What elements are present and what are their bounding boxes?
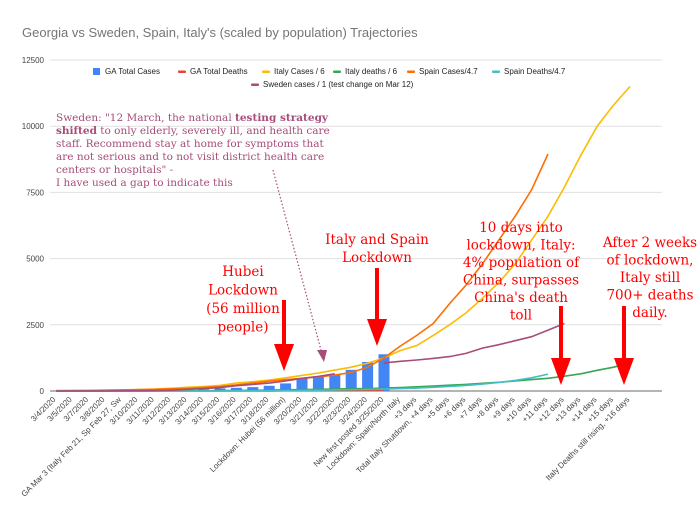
two-weeks-note-line: of lockdown,	[607, 253, 694, 269]
two-weeks-note-line: daily.	[632, 305, 667, 321]
y-tick-label: 12500	[22, 56, 45, 65]
line-series	[55, 85, 631, 392]
ten-days-arrow-head	[551, 358, 571, 385]
ten-days-note-line: lockdown, Italy:	[466, 238, 575, 254]
two-weeks-arrow-shaft	[622, 306, 626, 359]
legend-swatch	[251, 83, 259, 86]
sweden-note-span: I have used a gap to indicate this	[56, 177, 233, 189]
legend-label: Spain Deaths/4.7	[504, 67, 566, 76]
legend-swatch	[333, 70, 341, 73]
sweden-note-span: are not serious and to not visit distric…	[56, 151, 324, 163]
italy-spain-note-line: Italy and Spain	[325, 232, 429, 248]
legend-label: GA Total Cases	[105, 67, 160, 76]
ten-days-arrow-shaft	[559, 306, 563, 359]
y-tick-label: 10000	[22, 122, 45, 131]
sweden-note-line: Sweden: "12 March, the national testing …	[56, 112, 329, 124]
legend-swatch	[492, 70, 500, 73]
bar	[247, 387, 259, 391]
series-line	[383, 322, 565, 364]
dotted-arrow-line	[272, 169, 322, 351]
sweden-note-span: centers or hospitals" -	[56, 164, 174, 176]
sweden-note-line: shifted to only elderly, severely ill, a…	[56, 125, 330, 137]
ten-days-note-line: 4% population of	[463, 255, 580, 271]
legend-swatch	[262, 70, 270, 73]
bar	[312, 376, 324, 391]
hubei-note-line: people)	[218, 320, 269, 336]
two-weeks-note-line: 700+ deaths	[606, 288, 693, 304]
series-line	[56, 362, 631, 392]
legend-label: Sweden cases / 1 (test change on Mar 12)	[263, 80, 414, 89]
hubei-note-line: Lockdown	[208, 283, 278, 299]
two-weeks-note-line: After 2 weeks	[602, 235, 697, 251]
sweden-note-span: staff. Recommend stay at home for sympto…	[56, 138, 324, 150]
hubei-note-line: (56 million	[206, 301, 280, 317]
sweden-note-span: testing strategy	[235, 112, 329, 124]
bar	[378, 354, 390, 391]
chart-title: Georgia vs Sweden, Spain, Italy's (scale…	[22, 25, 418, 40]
legend-label: Spain Cases/4.7	[419, 67, 478, 76]
bar	[280, 383, 292, 391]
dotted-arrow-head	[317, 350, 327, 362]
bar	[214, 388, 226, 391]
annotations: Sweden: "12 March, the national testing …	[56, 112, 697, 385]
ten-days-note-line: toll	[510, 308, 532, 324]
hubei-arrow-head	[274, 344, 294, 371]
hubei-note-line: Hubei	[222, 264, 264, 280]
bar	[230, 387, 242, 391]
y-tick-label: 0	[40, 387, 45, 396]
two-weeks-arrow-head	[614, 358, 634, 385]
sweden-note-line: I have used a gap to indicate this	[56, 177, 233, 189]
legend-swatch	[178, 70, 186, 73]
legend-label: Italy Cases / 6	[274, 67, 325, 76]
legend-swatch	[93, 68, 100, 75]
hubei-arrow-shaft	[282, 300, 286, 345]
italy-spain-arrow-shaft	[375, 268, 379, 320]
legend-label: Italy deaths / 6	[345, 67, 398, 76]
sweden-note-line: staff. Recommend stay at home for sympto…	[56, 138, 324, 150]
sweden-note-span: to only elderly, severely ill, and healt…	[97, 125, 330, 137]
bar	[263, 385, 275, 391]
y-tick-label: 7500	[26, 188, 44, 197]
sweden-note-span: shifted	[56, 125, 98, 137]
sweden-note-line: centers or hospitals" -	[56, 164, 174, 176]
gridlines	[50, 59, 662, 392]
bar	[362, 361, 374, 391]
legend-label: GA Total Deaths	[190, 67, 248, 76]
bar	[329, 374, 341, 391]
legend: GA Total Cases GA Total Deaths Italy Cases…	[93, 67, 566, 89]
italy-spain-note-line: Lockdown	[342, 250, 412, 266]
sweden-note-line: are not serious and to not visit distric…	[56, 151, 324, 163]
ten-days-note-line: China, surpasses	[463, 273, 579, 289]
bar	[296, 378, 308, 391]
ten-days-note-line: 10 days into	[479, 220, 563, 236]
legend-swatch	[407, 70, 415, 73]
bar	[345, 369, 357, 391]
two-weeks-note-line: Italy still	[620, 270, 680, 286]
ten-days-note-line: China's death	[474, 290, 568, 306]
sweden-note-span: Sweden: "12 March, the national	[56, 112, 235, 124]
y-axis: 0 2500 5000 7500 10000 12500	[22, 56, 45, 396]
y-tick-label: 2500	[26, 321, 44, 330]
y-tick-label: 5000	[26, 255, 44, 264]
italy-spain-arrow-head	[367, 319, 387, 346]
series-line	[56, 373, 335, 392]
